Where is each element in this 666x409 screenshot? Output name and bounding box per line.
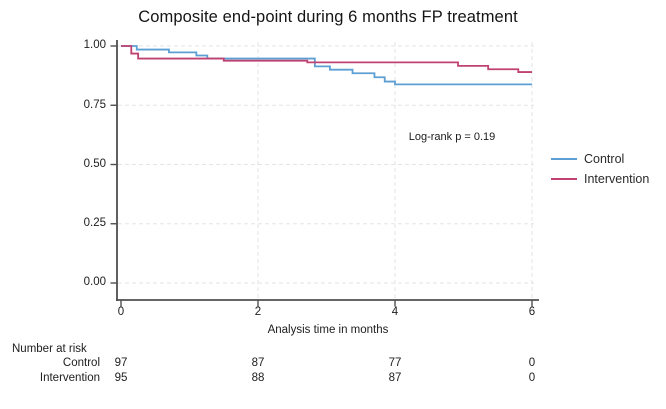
risk-value: 87: [388, 372, 402, 384]
legend-entry-control: Control: [551, 151, 624, 167]
x-tick-label: 2: [254, 306, 262, 318]
risk-value: 87: [251, 357, 265, 369]
survival-curve-control: [121, 45, 532, 86]
survival-curve-intervention: [121, 45, 532, 73]
risk-value: 88: [251, 372, 265, 384]
y-tick-label: 1.00: [83, 39, 106, 51]
intervention-line-swatch: [551, 178, 577, 180]
x-axis-title: Analysis time in months: [267, 324, 389, 336]
y-tick-label: 0.00: [83, 276, 106, 288]
x-tick-label: 0: [117, 306, 125, 318]
risk-row-label-intervention: Intervention: [39, 372, 100, 384]
risk-row-label-control: Control: [62, 357, 100, 369]
chart-title: Composite end-point during 6 months FP t…: [138, 8, 518, 26]
risk-table-header: Number at risk: [12, 343, 87, 355]
legend-label: Intervention: [584, 172, 650, 186]
risk-value: 97: [114, 357, 128, 369]
y-tick-label: 0.75: [83, 99, 106, 111]
control-line-swatch: [551, 158, 577, 160]
logrank-annotation: Log-rank p = 0.19: [408, 131, 496, 143]
risk-value: 95: [114, 372, 128, 384]
legend-entry-intervention: Intervention: [551, 171, 649, 187]
x-tick-label: 4: [391, 306, 399, 318]
y-tick-label: 0.25: [83, 217, 106, 229]
y-tick-label: 0.50: [83, 158, 106, 170]
x-tick-label: 6: [528, 306, 536, 318]
risk-value: 0: [528, 372, 536, 384]
legend-label: Control: [584, 152, 625, 166]
risk-value: 0: [528, 357, 536, 369]
risk-value: 77: [388, 357, 402, 369]
